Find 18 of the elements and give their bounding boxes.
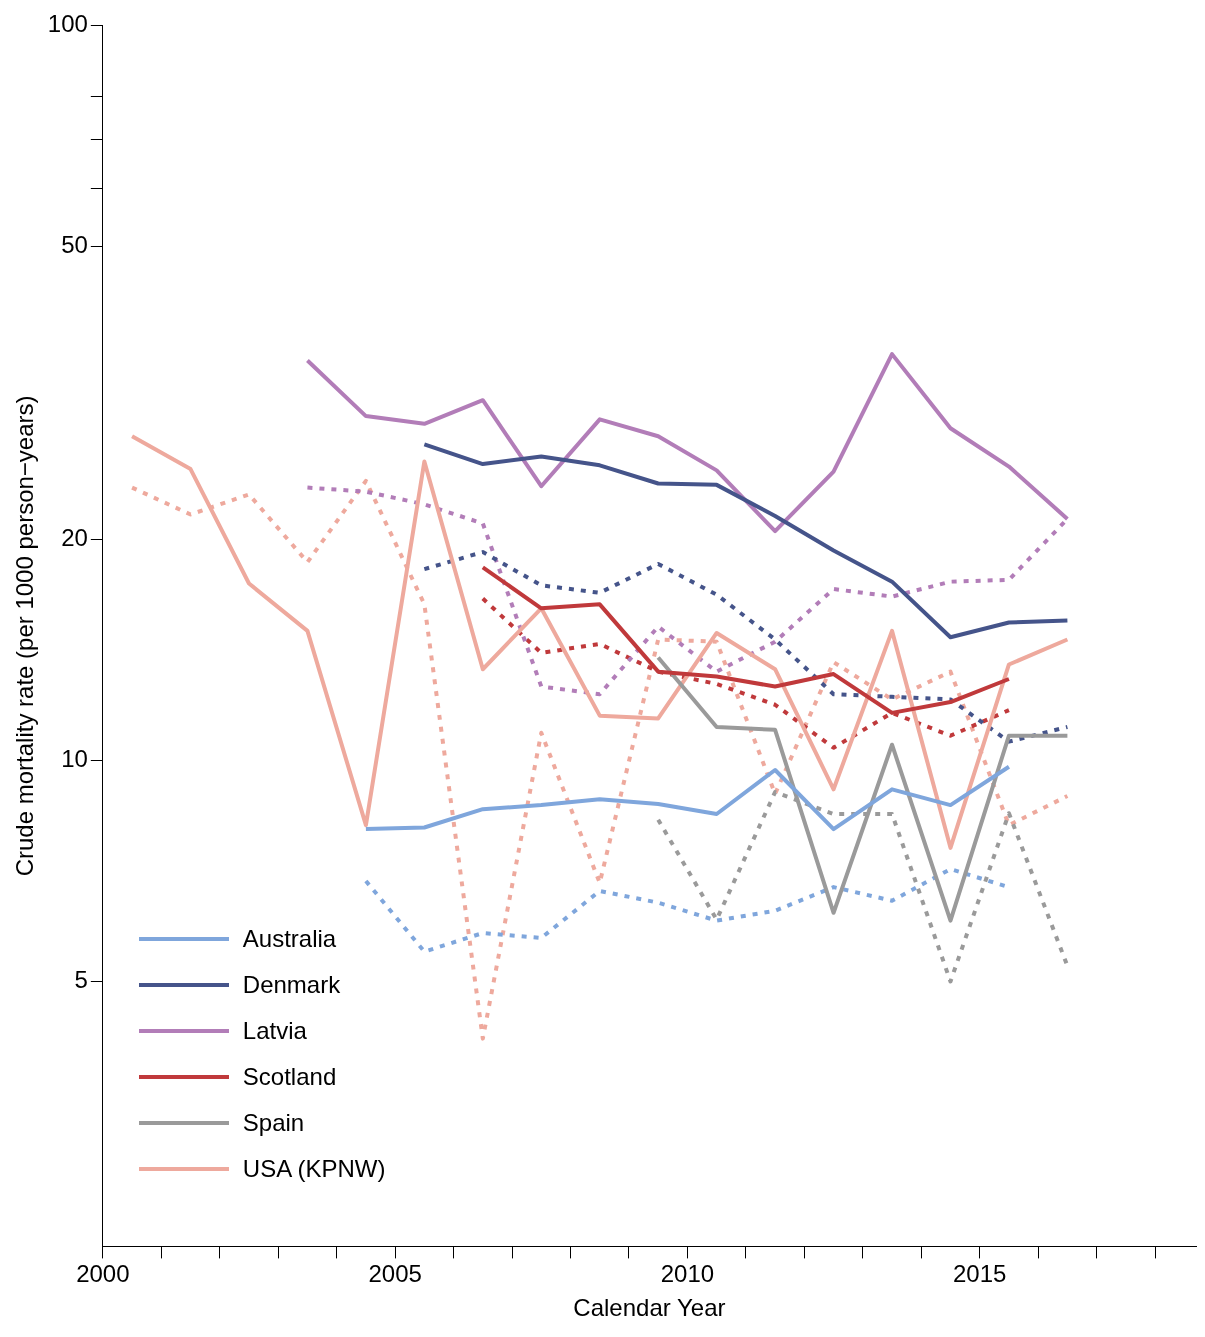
x-tick-label: 2005 [368, 1260, 422, 1288]
x-tick-label: 2015 [953, 1260, 1007, 1288]
legend-label: Denmark [242, 971, 341, 1000]
y-tick-label: 20 [61, 523, 88, 551]
y-tick-label: 100 [47, 10, 88, 38]
x-axis-title: Calendar Year [573, 1294, 726, 1322]
legend-label: Latvia [242, 1017, 307, 1046]
legend-label: Scotland [242, 1063, 337, 1092]
y-tick-label: 5 [74, 966, 88, 994]
x-tick-label: 2010 [660, 1260, 715, 1288]
legend-label: Australia [242, 925, 337, 954]
legend-label: Spain [242, 1109, 305, 1138]
y-tick-label: 50 [61, 231, 88, 259]
x-tick-label: 2000 [76, 1260, 130, 1288]
legend-label: USA (KPNW) [242, 1155, 386, 1184]
y-tick-label: 10 [61, 744, 88, 772]
y-axis-title: Crude mortality rate (per 1000 person−years) [11, 395, 39, 877]
line-series [422, 550, 1070, 744]
